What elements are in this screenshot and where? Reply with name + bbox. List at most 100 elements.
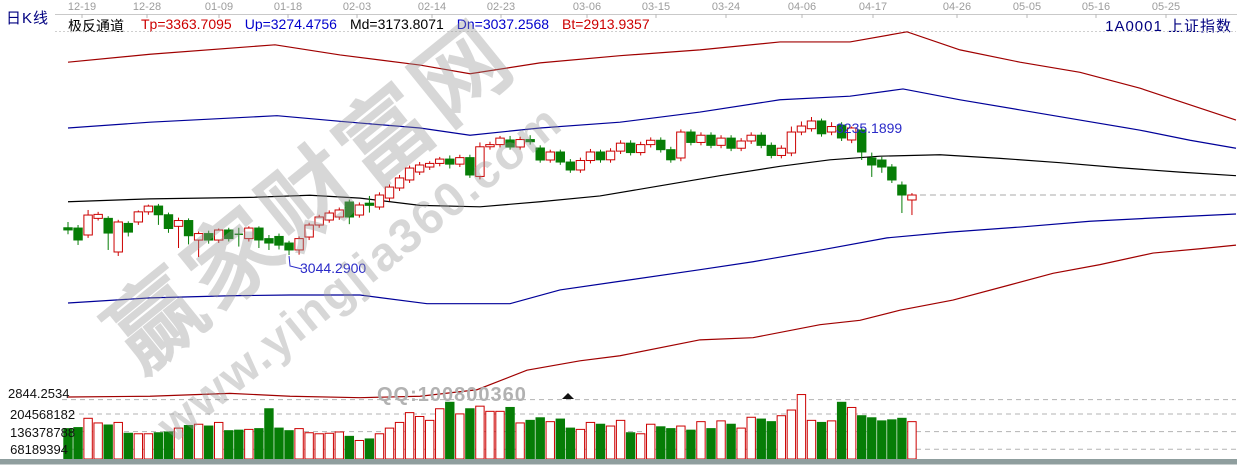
volume-bar	[756, 418, 766, 460]
volume-bar	[274, 427, 284, 460]
volume-bar	[796, 394, 807, 460]
volume-bar	[575, 428, 586, 460]
candle-body	[615, 142, 626, 152]
date-label: 05-16	[1081, 1, 1111, 13]
volume-bar	[314, 433, 324, 460]
volume-bar	[505, 406, 515, 460]
volume-bar	[766, 421, 776, 460]
volume-bar	[806, 419, 817, 460]
volume-bar	[816, 421, 827, 460]
candle-body	[394, 177, 405, 189]
candle-body	[877, 159, 887, 168]
channel-line-tp	[67, 31, 1237, 121]
bottom-gray-bar	[0, 459, 1237, 465]
candle-body	[887, 166, 897, 181]
candle-body	[314, 216, 324, 226]
candle-body	[364, 202, 375, 206]
volume-bar	[615, 419, 626, 460]
volume-bar	[746, 416, 756, 460]
candle-body	[716, 137, 726, 146]
candle-body	[846, 127, 857, 141]
volume-bar	[173, 427, 184, 460]
candle-body	[103, 217, 113, 234]
candle-body	[244, 227, 254, 240]
channel-line-dn	[67, 213, 1237, 305]
volume-bar	[676, 425, 686, 460]
date-label: 05-05	[1012, 1, 1042, 13]
volume-bar	[867, 417, 877, 460]
volume-bar	[183, 425, 194, 460]
candle-body	[726, 137, 736, 149]
date-label: 02-23	[486, 1, 516, 13]
volume-bar	[193, 423, 204, 460]
candle-body	[565, 161, 576, 171]
indicator-value: Up=3274.4756	[244, 16, 337, 32]
candle-body	[635, 144, 646, 154]
candle-body	[907, 194, 917, 201]
candle-body	[224, 229, 234, 240]
candle-body	[485, 144, 495, 148]
candle-body	[786, 131, 797, 154]
candle-body	[676, 131, 686, 159]
volume-bar	[646, 423, 656, 460]
channel-line-bt	[67, 244, 1237, 399]
candle-body	[123, 222, 133, 233]
volume-bar	[133, 433, 144, 460]
chart-period-label[interactable]: 日K线	[6, 10, 50, 27]
candle-body	[525, 139, 535, 143]
volume-bar	[203, 425, 214, 460]
candle-body	[555, 151, 566, 163]
date-label: 02-14	[417, 1, 447, 13]
candle-body	[93, 213, 103, 219]
candle-body	[806, 120, 817, 130]
channel-line-md	[67, 154, 1237, 208]
volume-bar	[334, 431, 344, 460]
candle-body	[857, 129, 867, 153]
date-label: 01-18	[273, 1, 303, 13]
qq-watermark: QQ:100800360	[377, 384, 527, 406]
low-price-annotation: 3044.2900	[300, 260, 367, 276]
candle-body	[535, 147, 545, 161]
triangle-marker	[562, 393, 574, 399]
candle-body	[696, 134, 706, 143]
indicator-value: Bt=2913.9357	[562, 16, 650, 32]
volume-bar	[344, 435, 355, 460]
volume-bar	[635, 433, 646, 460]
date-label: 01-09	[204, 1, 234, 13]
candle-body	[836, 124, 847, 139]
candle-body	[595, 151, 606, 161]
candle-body	[113, 221, 123, 253]
indicator-value: Md=3173.8071	[349, 16, 444, 32]
candle-body	[193, 233, 204, 241]
candle-body	[384, 186, 395, 199]
low-annotation-leader	[288, 255, 303, 270]
volume-axis-label: 136378788	[10, 425, 76, 440]
header-divider	[55, 14, 1237, 15]
volume-bar	[224, 430, 234, 460]
candle-body	[274, 235, 284, 246]
candle-body	[796, 125, 807, 133]
candle-body	[143, 205, 154, 213]
indicator-value: Dn=3037.2568	[456, 16, 550, 32]
candle-body	[666, 149, 676, 161]
volume-bar	[565, 427, 576, 460]
candle-body	[656, 139, 666, 151]
candle-body	[83, 214, 93, 236]
volume-bar	[625, 432, 636, 460]
candle-body	[374, 194, 385, 208]
volume-bar	[495, 410, 505, 460]
candle-body	[545, 151, 555, 161]
volume-bar	[424, 419, 435, 460]
volume-bar	[686, 429, 696, 460]
candle-body	[826, 126, 837, 133]
channel-line-up	[67, 88, 1237, 149]
volume-bar	[857, 415, 867, 460]
candle-body	[867, 157, 877, 166]
volume-bar	[294, 428, 304, 460]
candle-body	[465, 157, 475, 176]
volume-bar	[515, 422, 525, 460]
candle-body	[445, 158, 455, 165]
candle-body	[736, 140, 746, 149]
